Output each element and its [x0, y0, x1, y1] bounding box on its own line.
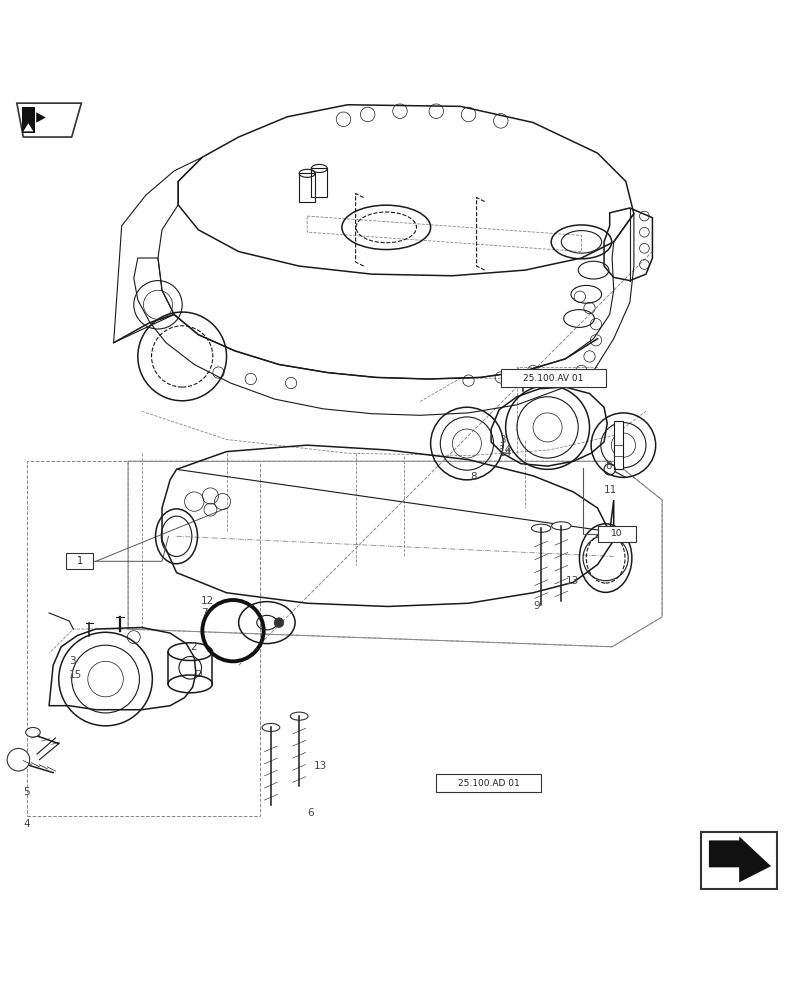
Bar [22, 107, 35, 133]
Polygon shape [17, 103, 82, 137]
Text: 12: 12 [200, 596, 214, 606]
Ellipse shape [532, 524, 551, 532]
Text: 11: 11 [604, 485, 617, 495]
Ellipse shape [26, 727, 40, 737]
Text: 14: 14 [499, 448, 512, 458]
Text: 4: 4 [23, 819, 30, 829]
Ellipse shape [552, 522, 571, 530]
Bar [27, 461, 260, 816]
Ellipse shape [290, 712, 308, 720]
Text: 7: 7 [200, 608, 208, 618]
Bar [66, 553, 94, 569]
Ellipse shape [262, 723, 280, 731]
Text: 2: 2 [190, 642, 197, 652]
Circle shape [274, 618, 284, 627]
Bar [299, 173, 315, 202]
Polygon shape [23, 123, 33, 131]
Text: 3: 3 [499, 435, 506, 445]
Text: 9: 9 [533, 601, 540, 611]
Text: 8: 8 [606, 461, 612, 471]
Text: 13: 13 [566, 576, 579, 586]
Text: 6: 6 [307, 808, 314, 818]
Bar [598, 526, 637, 542]
Bar [701, 832, 777, 889]
Bar [311, 168, 327, 197]
Text: 10: 10 [611, 529, 623, 538]
Bar [501, 369, 606, 387]
Text: 25.100.AV 01: 25.100.AV 01 [523, 374, 583, 383]
Text: 15: 15 [69, 670, 82, 680]
Polygon shape [709, 836, 771, 882]
Circle shape [7, 748, 30, 771]
Text: 14: 14 [499, 445, 512, 455]
Text: 8: 8 [470, 472, 477, 482]
Bar [614, 421, 624, 469]
Text: 13: 13 [314, 761, 327, 771]
Bar [436, 774, 541, 792]
Text: 1: 1 [77, 556, 82, 566]
Text: 3: 3 [69, 656, 76, 666]
Text: 25.100.AD 01: 25.100.AD 01 [458, 779, 520, 788]
Text: 5: 5 [23, 787, 30, 797]
Polygon shape [36, 112, 46, 123]
